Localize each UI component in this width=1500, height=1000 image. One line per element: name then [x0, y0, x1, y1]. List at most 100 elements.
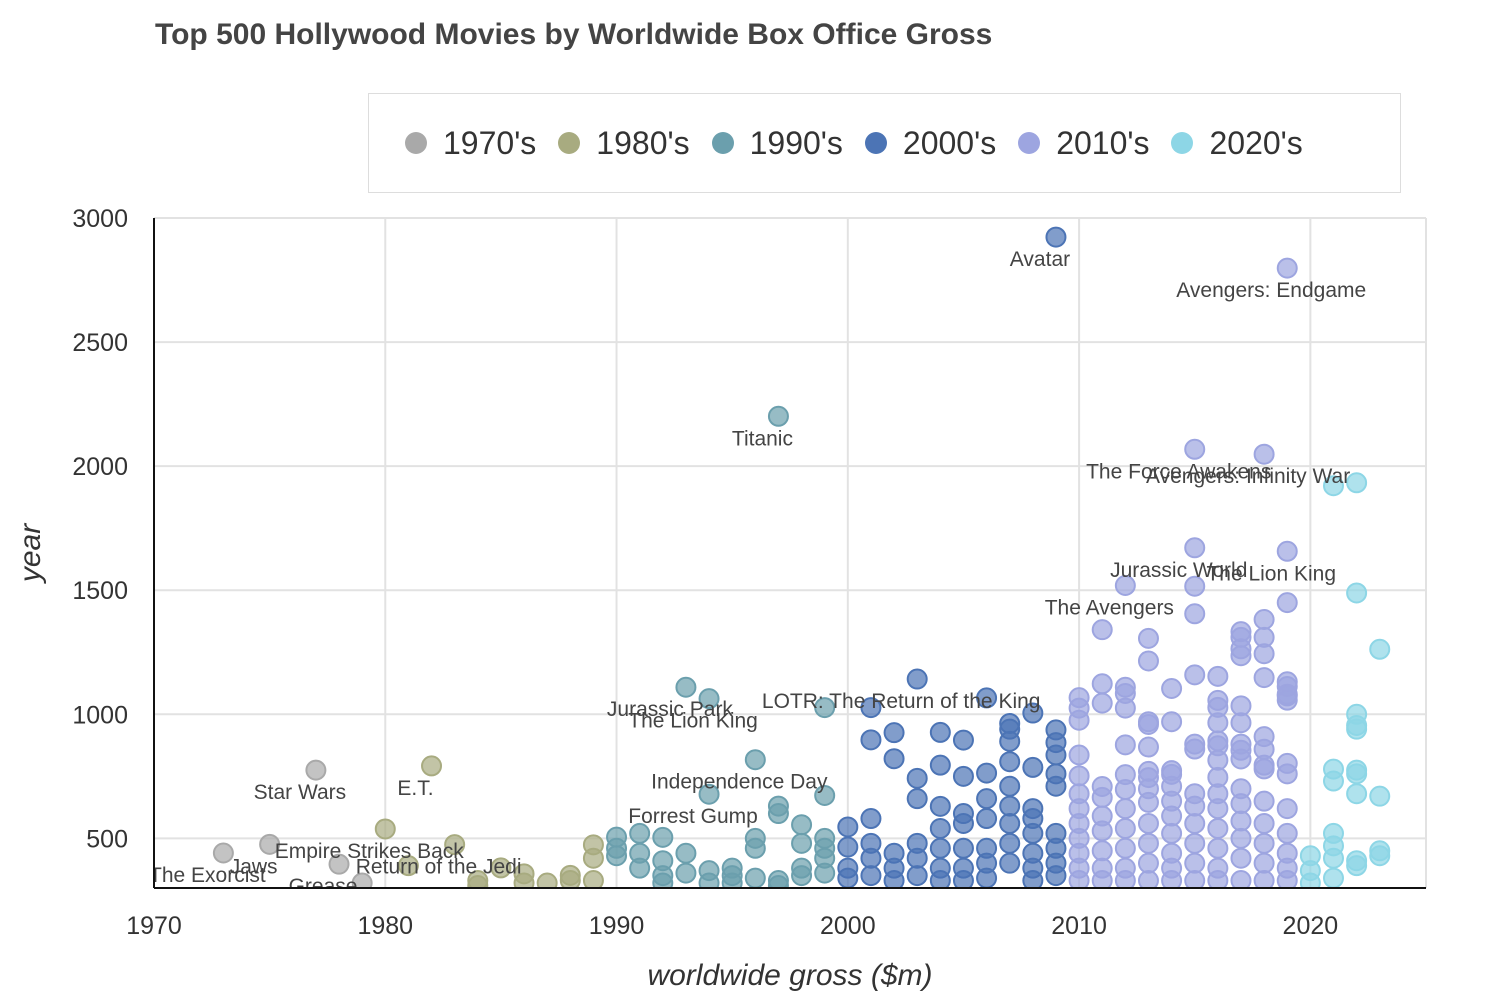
legend-item-2020s[interactable]: 2020's — [1171, 125, 1303, 162]
annotation-label: Star Wars — [254, 781, 347, 804]
data-point-2010s — [1276, 540, 1298, 562]
data-point-2020s — [1322, 475, 1344, 497]
data-point-1990s — [721, 872, 743, 888]
data-point-2000s — [837, 836, 859, 858]
data-point-2000s — [837, 816, 859, 838]
data-point-1970s — [328, 853, 350, 875]
data-point-2000s — [929, 870, 951, 888]
data-point-2000s — [999, 795, 1021, 817]
data-point-2010s — [1253, 870, 1275, 888]
data-point-2000s — [976, 867, 998, 888]
data-point-1980s — [397, 855, 419, 877]
data-point-1980s — [559, 870, 581, 888]
data-point-2010s — [1068, 709, 1090, 731]
data-point-2020s — [1322, 867, 1344, 888]
data-point-2010s — [1137, 650, 1159, 672]
y-tick-label: 500 — [86, 825, 128, 853]
legend-label: 1970's — [443, 124, 537, 161]
legend-item-1980s[interactable]: 1980's — [558, 125, 690, 162]
data-point-2020s — [1322, 770, 1344, 792]
data-point-2000s — [952, 870, 974, 888]
data-point-2010s — [1114, 697, 1136, 719]
data-point-2010s — [1207, 870, 1229, 888]
data-point-1990s — [767, 875, 789, 888]
data-point-2000s — [860, 847, 882, 869]
data-point-2010s — [1253, 812, 1275, 834]
x-axis-title: worldwide gross ($m) — [647, 959, 932, 992]
data-point-1990s — [698, 783, 720, 805]
data-point-1990s — [606, 845, 628, 867]
y-tick-label: 1000 — [72, 701, 128, 729]
x-tick-label: 2000 — [820, 912, 876, 940]
data-point-2010s — [1184, 537, 1206, 559]
data-point-2010s — [1276, 257, 1298, 279]
chart-title: Top 500 Hollywood Movies by Worldwide Bo… — [155, 18, 993, 51]
data-point-2010s — [1276, 870, 1298, 888]
data-point-2010s — [1230, 870, 1252, 888]
data-point-2000s — [976, 788, 998, 810]
data-point-2010s — [1137, 736, 1159, 758]
x-tick-label: 1990 — [589, 912, 645, 940]
data-point-2000s — [999, 832, 1021, 854]
data-point-2000s — [1045, 775, 1067, 797]
data-point-2000s — [906, 847, 928, 869]
data-point-2000s — [952, 812, 974, 834]
data-point-2010s — [1276, 592, 1298, 614]
data-point-2010s — [1253, 832, 1275, 854]
legend-item-2010s[interactable]: 2010's — [1018, 125, 1149, 162]
data-point-1990s — [698, 688, 720, 710]
data-point-1980s — [490, 857, 512, 879]
data-point-2020s — [1346, 763, 1368, 785]
data-point-2010s — [1253, 852, 1275, 874]
annotation-label: The Lion King — [1206, 562, 1336, 585]
data-point-2000s — [976, 762, 998, 784]
annotation-label: The Lion King — [628, 710, 758, 733]
annotation-label: Empire Strikes Back — [275, 840, 465, 863]
data-point-2010s — [1091, 619, 1113, 641]
data-point-2010s — [1276, 763, 1298, 785]
data-point-2010s — [1161, 805, 1183, 827]
data-point-2010s — [1276, 689, 1298, 711]
annotation-label: Forrest Gump — [628, 805, 758, 828]
data-point-2010s — [1137, 832, 1159, 854]
data-point-2000s — [860, 729, 882, 751]
data-point-1980s — [536, 872, 558, 888]
data-point-2010s — [1068, 744, 1090, 766]
data-point-2010s — [1184, 870, 1206, 888]
data-point-1970s — [351, 872, 373, 888]
legend-swatch-2000s — [864, 132, 887, 154]
data-point-2010s — [1253, 643, 1275, 665]
annotation-label: Jurassic World — [1110, 559, 1247, 582]
data-point-2000s — [1045, 744, 1067, 766]
data-point-2010s — [1184, 664, 1206, 686]
data-point-2010s — [1184, 812, 1206, 834]
annotation-label: The Avengers — [1045, 597, 1174, 620]
data-point-1980s — [513, 872, 535, 888]
annotation-label: Titanic — [732, 427, 793, 450]
legend-item-2000s[interactable]: 2000's — [864, 124, 997, 162]
data-point-2020s — [1299, 872, 1321, 888]
data-point-2000s — [999, 775, 1021, 797]
data-point-2010s — [1253, 790, 1275, 812]
data-point-2000s — [999, 812, 1021, 834]
legend-label: 2000's — [902, 124, 997, 161]
x-tick-label: 2010 — [1051, 912, 1107, 940]
annotation-label: Avengers: Endgame — [1176, 279, 1366, 302]
data-point-2010s — [1253, 667, 1275, 689]
legend-item-1970s[interactable]: 1970's — [405, 125, 536, 162]
data-point-2000s — [999, 852, 1021, 874]
annotation-label: Jurassic Park — [607, 698, 734, 721]
data-point-2010s — [1137, 713, 1159, 735]
data-point-2010s — [1253, 443, 1275, 465]
data-point-2000s — [906, 865, 928, 887]
data-point-2000s — [860, 808, 882, 830]
data-point-2010s — [1114, 817, 1136, 839]
legend-item-1990s[interactable]: 1990's — [711, 125, 843, 162]
legend-swatch-2010s — [1018, 132, 1041, 154]
data-point-2010s — [1091, 673, 1113, 695]
data-point-2000s — [1022, 822, 1044, 844]
data-point-1980s — [421, 755, 443, 777]
y-axis-title: year — [14, 523, 47, 584]
data-point-1990s — [698, 872, 720, 888]
data-point-1990s — [675, 676, 697, 698]
